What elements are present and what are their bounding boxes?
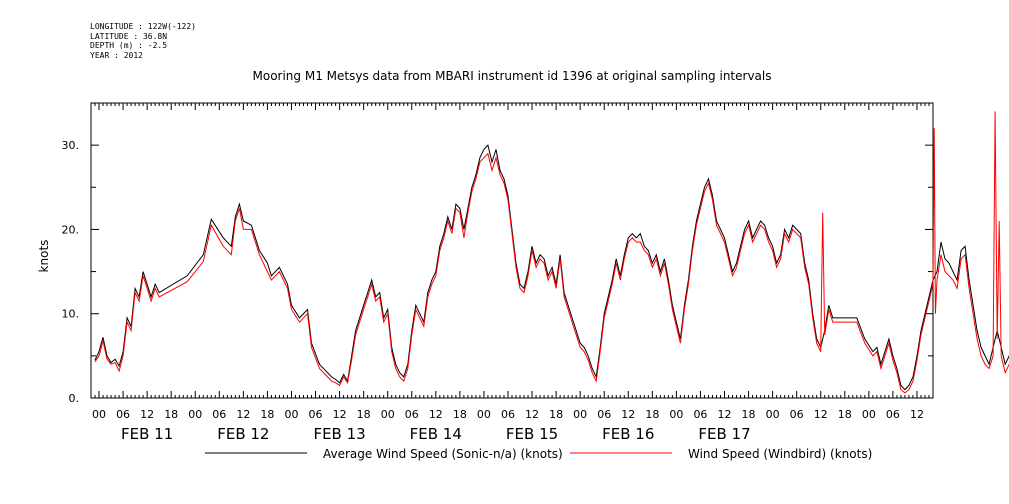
x-tick-label: 00 — [477, 408, 491, 421]
x-tick-label: 18 — [838, 408, 852, 421]
x-tick-label: 18 — [453, 408, 467, 421]
x-tick-label: 12 — [621, 408, 635, 421]
x-tick-label: 18 — [645, 408, 659, 421]
year-text: YEAR : 2012 — [90, 50, 143, 60]
series-line-windbird-wind-speed — [94, 111, 1009, 394]
y-tick-label: 20. — [62, 223, 80, 236]
legend-label-windbird-wind-speed: Wind Speed (Windbird) (knots) — [688, 447, 872, 461]
x-tick-label: 06 — [309, 408, 323, 421]
x-tick-label: 00 — [188, 408, 202, 421]
y-tick-label: 30. — [62, 139, 80, 152]
plot-lines — [94, 111, 1009, 394]
y-tick-label: 10. — [62, 308, 80, 321]
chart-title: Mooring M1 Metsys data from MBARI instru… — [253, 69, 772, 83]
x-tick-label: 00 — [573, 408, 587, 421]
x-tick-label: 12 — [525, 408, 539, 421]
x-tick-label: 12 — [140, 408, 154, 421]
x-tick-label: 06 — [790, 408, 804, 421]
metadata-block: LONGITUDE : 122W(-122) LATITUDE : 36.8N … — [90, 22, 196, 60]
x-day-label: FEB 11 — [121, 425, 173, 443]
x-tick-label: 06 — [597, 408, 611, 421]
x-tick-label: 06 — [405, 408, 419, 421]
x-tick-label: 12 — [814, 408, 828, 421]
x-tick-label: 06 — [693, 408, 707, 421]
x-tick-label: 12 — [333, 408, 347, 421]
series-line-average-wind-speed — [94, 144, 1009, 391]
longitude-text: LONGITUDE : 122W(-122) — [90, 22, 196, 31]
legend-label-average-wind-speed: Average Wind Speed (Sonic-n/a) (knots) — [323, 447, 563, 461]
x-tick-label: 00 — [92, 408, 106, 421]
x-tick-label: 00 — [284, 408, 298, 421]
x-tick-label: 12 — [236, 408, 250, 421]
x-tick-label: 00 — [669, 408, 683, 421]
depth-text: DEPTH (m) : -2.5 — [90, 41, 168, 50]
plot-frame — [90, 102, 934, 399]
x-tick-label: 06 — [886, 408, 900, 421]
x-tick-label: 12 — [910, 408, 924, 421]
x-tick-label: 06 — [501, 408, 515, 421]
x-tick-label: 12 — [718, 408, 732, 421]
x-tick-label: 06 — [212, 408, 226, 421]
x-tick-label: 00 — [766, 408, 780, 421]
x-tick-label: 18 — [742, 408, 756, 421]
x-day-label: FEB 17 — [698, 425, 750, 443]
x-day-label: FEB 12 — [217, 425, 269, 443]
x-tick-label: 18 — [260, 408, 274, 421]
x-tick-label: 18 — [549, 408, 563, 421]
y-tick-label: 0. — [69, 392, 80, 405]
latitude-text: LATITUDE : 36.8N — [90, 31, 168, 41]
x-day-label: FEB 13 — [313, 425, 365, 443]
axes: 00 06 12 18 00 06 12 18 00 06 12 18 00 06 12 18 00 06 12 18… — [62, 102, 934, 443]
x-tick-label: 18 — [357, 408, 371, 421]
legend: Average Wind Speed (Sonic-n/a) (knots) W… — [205, 447, 872, 461]
x-day-label: FEB 15 — [506, 425, 558, 443]
y-axis-label: knots — [37, 240, 51, 273]
x-tick-label: 12 — [429, 408, 443, 421]
x-tick-label: 00 — [862, 408, 876, 421]
x-tick-label: 00 — [381, 408, 395, 421]
x-tick-label: 06 — [116, 408, 130, 421]
x-tick-label: 18 — [164, 408, 178, 421]
x-day-label: FEB 14 — [410, 425, 462, 443]
x-day-label: FEB 16 — [602, 425, 654, 443]
